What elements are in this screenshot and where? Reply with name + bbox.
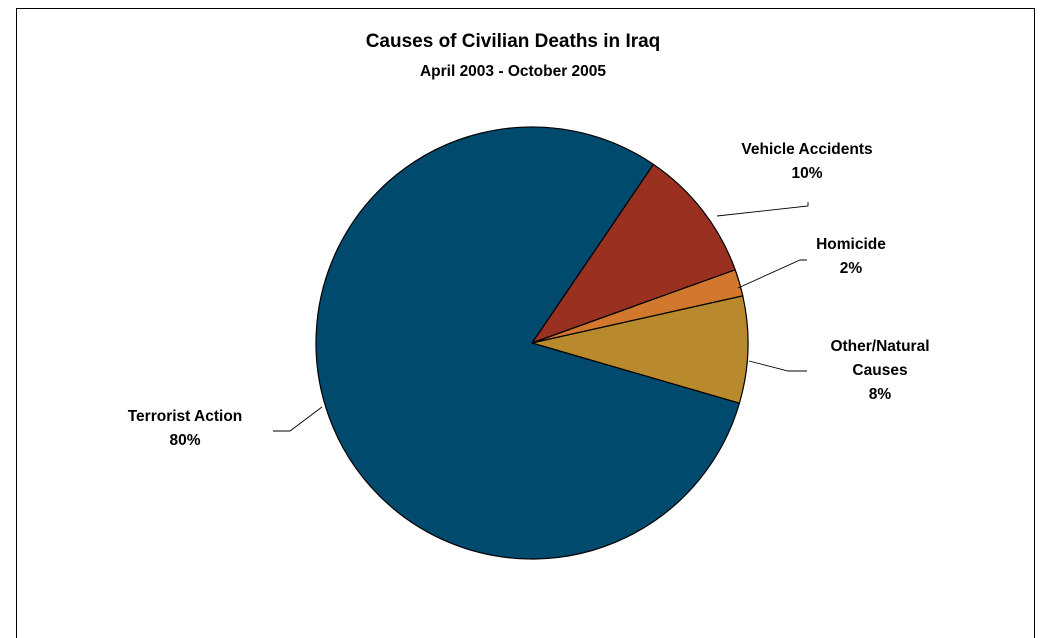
slice-label-other-natural-causes: Other/Natural Causes 8% (830, 338, 929, 403)
chart-title: Causes of Civilian Deaths in Iraq (366, 31, 661, 52)
pie-slice-other-natural-causes (531, 295, 749, 404)
slice-label-homicide: Homicide 2% (816, 236, 886, 277)
slice-name-label: Other/Natural (830, 338, 929, 355)
slice-value-label: 10% (791, 165, 822, 182)
slice-name-label: Terrorist Action (128, 408, 243, 425)
leader-line-homicide (737, 259, 807, 289)
slice-labels: Vehicle Accidents 10% Homicide 2% Other/Natu… (128, 141, 930, 449)
leader-line-terrorist-action (273, 406, 323, 432)
slice-label-terrorist-action: Terrorist Action 80% (128, 408, 243, 449)
pie-slice-terrorist-action (315, 126, 741, 560)
chart-subtitle: April 2003 - October 2005 (420, 63, 606, 80)
slice-value-label: 80% (169, 432, 200, 449)
pie-chart: Causes of Civilian Deaths in Iraq April … (128, 31, 930, 560)
chart-frame: Causes of Civilian Deaths in Iraq April … (16, 8, 1035, 638)
leader-line-vehicle-accidents (716, 202, 809, 217)
slice-value-label: 2% (840, 260, 863, 277)
slices-layer (315, 126, 749, 560)
slice-value-label: 8% (869, 386, 892, 403)
leader-line-other-natural-causes (748, 360, 807, 372)
slice-name-label: Homicide (816, 236, 886, 253)
slice-name-label: Causes (852, 362, 907, 379)
leader-lines (273, 202, 809, 432)
pie-slice-vehicle-accidents (531, 163, 736, 344)
slice-label-vehicle-accidents: Vehicle Accidents 10% (741, 141, 872, 182)
slice-name-label: Vehicle Accidents (741, 141, 872, 158)
